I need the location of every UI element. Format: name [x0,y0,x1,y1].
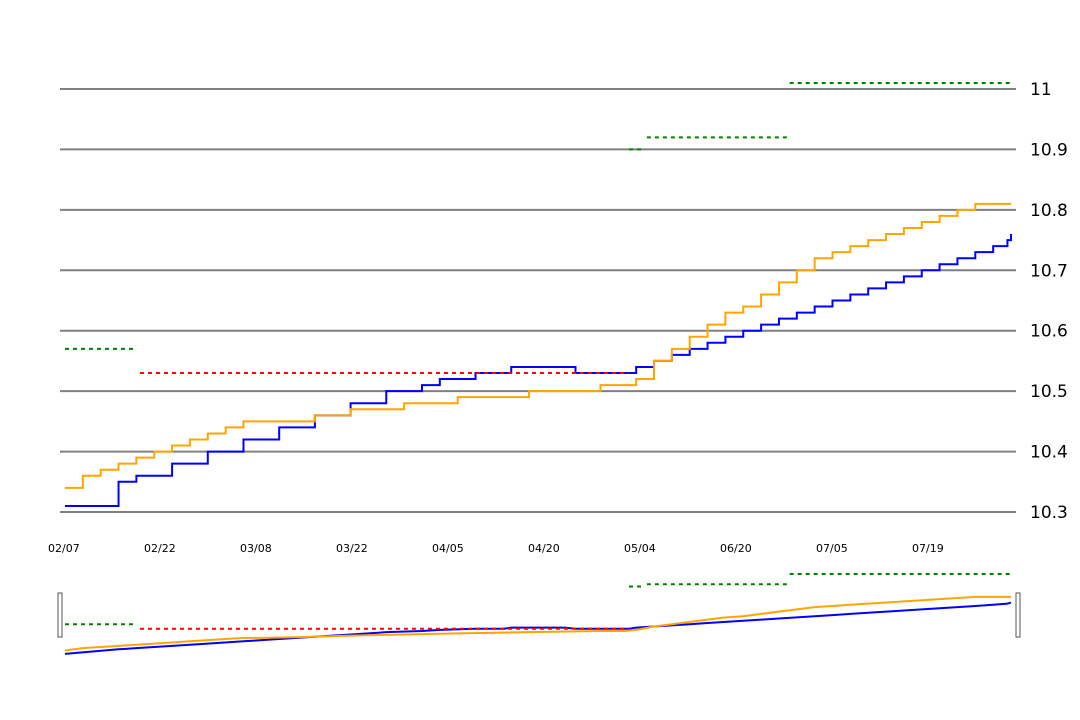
series-line [65,202,1011,489]
navigator-right-handle[interactable] [1015,592,1021,638]
x-tick-label: 03/08 [240,542,272,555]
y-tick-label: 10.8 [1030,201,1068,221]
x-tick-label: 06/20 [720,542,752,555]
series-line [65,234,1012,507]
x-tick-label: 04/20 [528,542,560,555]
x-tick-label: 03/22 [336,542,368,555]
x-tick-label: 07/05 [816,542,848,555]
y-tick-label: 11 [1030,80,1052,100]
x-tick-label: 02/22 [144,542,176,555]
y-tick-label: 10.4 [1030,443,1068,463]
y-tick-label: 10.7 [1030,261,1068,281]
navigator-left-handle[interactable] [57,592,63,638]
y-tick-label: 10.6 [1030,322,1068,342]
x-tick-label: 04/05 [432,542,464,555]
y-tick-label: 10.5 [1030,382,1068,402]
y-tick-label: 10.3 [1030,503,1068,523]
x-tick-label: 07/19 [912,542,944,555]
x-tick-label: 05/04 [624,542,656,555]
y-tick-label: 10.9 [1030,140,1068,160]
navigator-series-line [64,595,1011,652]
x-tick-label: 02/07 [48,542,80,555]
